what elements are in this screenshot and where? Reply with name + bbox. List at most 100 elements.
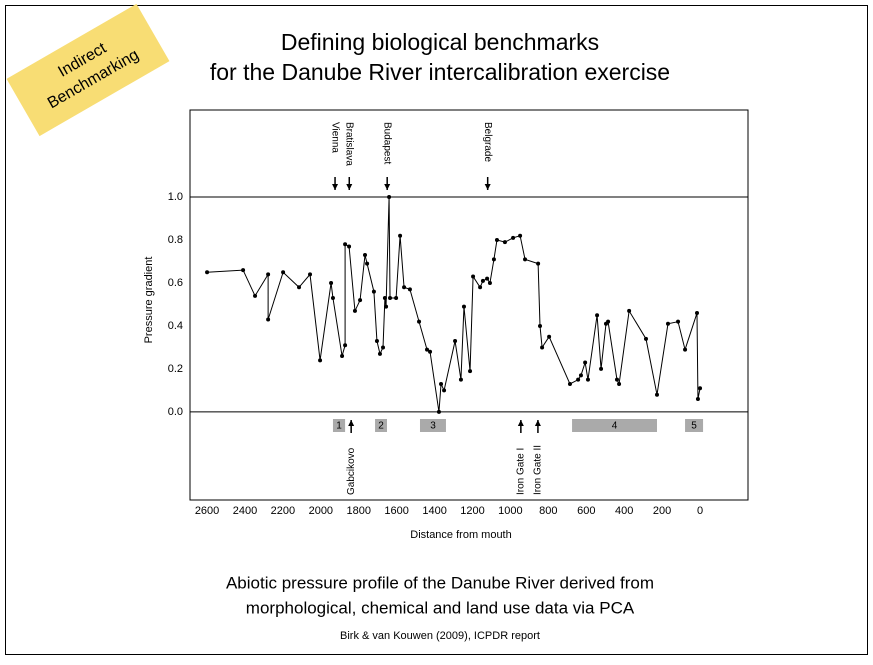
zone-label: 4 bbox=[612, 421, 618, 432]
data-point bbox=[494, 238, 499, 242]
data-point bbox=[694, 311, 699, 316]
data-point bbox=[576, 377, 581, 382]
zone-label: 2 bbox=[378, 421, 384, 432]
data-point bbox=[436, 409, 441, 414]
data-point bbox=[453, 338, 458, 343]
data-point bbox=[241, 268, 246, 273]
data-point bbox=[365, 261, 370, 266]
data-point bbox=[567, 381, 572, 386]
data-point bbox=[595, 313, 600, 318]
y-tick-label: 0.6 bbox=[168, 277, 183, 289]
data-point bbox=[428, 349, 433, 354]
data-point bbox=[371, 289, 376, 294]
slide-frame bbox=[5, 5, 868, 655]
data-point bbox=[382, 296, 387, 301]
x-tick-label: 2600 bbox=[195, 505, 219, 517]
data-point bbox=[606, 319, 611, 324]
sticky-note: Indirect Benchmarking bbox=[6, 3, 170, 137]
data-point bbox=[347, 244, 352, 249]
caption: Abiotic pressure profile of the Danube R… bbox=[226, 573, 654, 592]
data-point bbox=[205, 270, 210, 275]
data-point bbox=[643, 336, 648, 341]
data-point bbox=[281, 270, 286, 275]
data-line bbox=[207, 197, 701, 412]
city-label: Bratislava bbox=[344, 122, 355, 166]
city-label: Belgrade bbox=[482, 122, 493, 162]
data-point bbox=[695, 397, 700, 402]
x-tick-label: 200 bbox=[653, 505, 671, 517]
data-point bbox=[583, 360, 588, 365]
y-tick-label: 0.0 bbox=[168, 406, 183, 418]
data-point bbox=[485, 276, 490, 281]
data-point bbox=[502, 240, 507, 245]
data-point bbox=[439, 381, 444, 386]
data-point bbox=[614, 377, 619, 382]
data-point bbox=[468, 369, 473, 374]
data-point bbox=[458, 377, 463, 382]
data-point bbox=[523, 257, 528, 262]
data-point bbox=[627, 308, 632, 313]
data-point bbox=[343, 242, 348, 247]
slide-title: Defining biological benchmarks bbox=[281, 29, 599, 55]
data-point bbox=[538, 323, 543, 328]
zone bbox=[375, 419, 387, 432]
data-point bbox=[402, 285, 407, 290]
data-point bbox=[478, 285, 483, 290]
data-point bbox=[388, 296, 393, 301]
data-point bbox=[491, 257, 496, 262]
x-axis-label: Distance from mouth bbox=[410, 529, 511, 541]
data-point bbox=[266, 272, 271, 277]
city-arrow bbox=[332, 184, 339, 190]
city-label: Vienna bbox=[329, 122, 340, 153]
zone-label: 1 bbox=[336, 421, 342, 432]
data-point bbox=[384, 304, 389, 309]
data-point bbox=[394, 296, 399, 301]
zone bbox=[572, 419, 657, 432]
source: Birk & van Kouwen (2009), ICPDR report bbox=[340, 630, 540, 642]
data-point bbox=[471, 274, 476, 279]
dam-arrow bbox=[517, 420, 524, 426]
zone bbox=[685, 419, 704, 432]
data-point bbox=[425, 347, 430, 352]
x-tick-label: 1000 bbox=[498, 505, 522, 517]
x-tick-label: 0 bbox=[697, 505, 703, 517]
data-point bbox=[540, 345, 545, 350]
y-tick-label: 1.0 bbox=[168, 191, 183, 203]
data-point bbox=[308, 272, 313, 277]
data-point bbox=[343, 343, 348, 348]
data-point bbox=[381, 345, 386, 350]
data-point bbox=[480, 278, 485, 283]
data-point bbox=[377, 351, 382, 356]
data-point bbox=[547, 334, 552, 339]
y-axis-label: Pressure gradient bbox=[143, 257, 155, 344]
city-label: Budapest bbox=[382, 122, 393, 164]
data-point bbox=[518, 233, 523, 238]
data-point bbox=[585, 377, 590, 382]
city-arrow bbox=[384, 184, 391, 190]
data-point bbox=[665, 321, 670, 326]
data-point bbox=[266, 317, 271, 322]
data-point bbox=[536, 261, 541, 266]
data-point bbox=[297, 285, 302, 290]
data-point bbox=[511, 235, 516, 240]
data-point bbox=[676, 319, 681, 324]
data-point bbox=[617, 381, 622, 386]
data-point bbox=[599, 366, 604, 371]
data-point bbox=[407, 287, 412, 292]
data-point bbox=[330, 296, 335, 301]
data-point bbox=[461, 304, 466, 309]
data-point bbox=[578, 373, 583, 378]
y-tick-label: 0.4 bbox=[168, 320, 183, 332]
data-point bbox=[374, 338, 379, 343]
city-arrow bbox=[346, 184, 353, 190]
y-tick-label: 0.8 bbox=[168, 234, 183, 246]
data-point bbox=[253, 293, 258, 298]
x-tick-label: 800 bbox=[539, 505, 557, 517]
data-point bbox=[387, 195, 392, 200]
data-point bbox=[358, 298, 363, 303]
data-point bbox=[318, 358, 323, 363]
data-point bbox=[487, 280, 492, 285]
data-point bbox=[654, 392, 659, 397]
